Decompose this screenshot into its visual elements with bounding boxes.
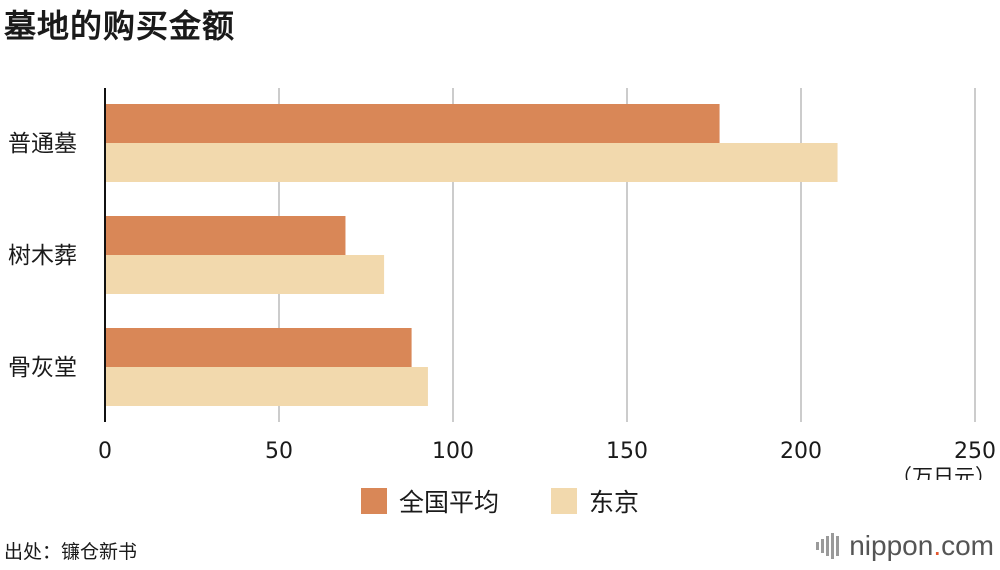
bar-tokyo: [105, 255, 385, 294]
legend-label-national: 全国平均: [399, 488, 500, 517]
bar-national: [105, 328, 412, 367]
x-tick-labels: 0 50 100 150 200 250: [98, 439, 996, 464]
bar-tokyo: [105, 367, 428, 406]
legend-label-tokyo: 东京: [588, 488, 639, 517]
x-tick-label: 150: [606, 439, 648, 464]
brand-dot: .: [933, 530, 942, 561]
brand-logo: nippon. com: [816, 530, 994, 562]
x-tick-label: 100: [432, 439, 474, 464]
x-tick-label: 0: [98, 439, 112, 464]
x-tick-label: 200: [780, 439, 822, 464]
bar-national: [105, 104, 720, 143]
x-tick-label: 50: [265, 439, 293, 464]
brand-name: nippon: [849, 530, 934, 561]
bar-national: [105, 216, 346, 255]
legend-swatch-tokyo: [550, 488, 577, 514]
legend-swatch-national: [361, 488, 387, 514]
x-axis-unit: （万日元）: [891, 465, 996, 480]
category-label: 普通墓: [8, 131, 77, 157]
brand-suffix: com: [941, 530, 994, 561]
legend-item-tokyo: 东京: [550, 483, 639, 519]
brand-wave-icon: [816, 533, 841, 559]
legend-item-national: 全国平均: [361, 483, 499, 519]
category-label: 骨灰堂: [8, 355, 77, 381]
bars: [105, 104, 838, 406]
legend: 全国平均 东京: [0, 483, 1000, 520]
x-tick-label: 250: [954, 439, 996, 464]
chart-title: 墓地的购买金额: [4, 7, 236, 45]
source-note: 出处：镰仓新书: [4, 541, 138, 563]
category-label: 树木葬: [8, 243, 77, 269]
bar-tokyo: [105, 143, 838, 182]
